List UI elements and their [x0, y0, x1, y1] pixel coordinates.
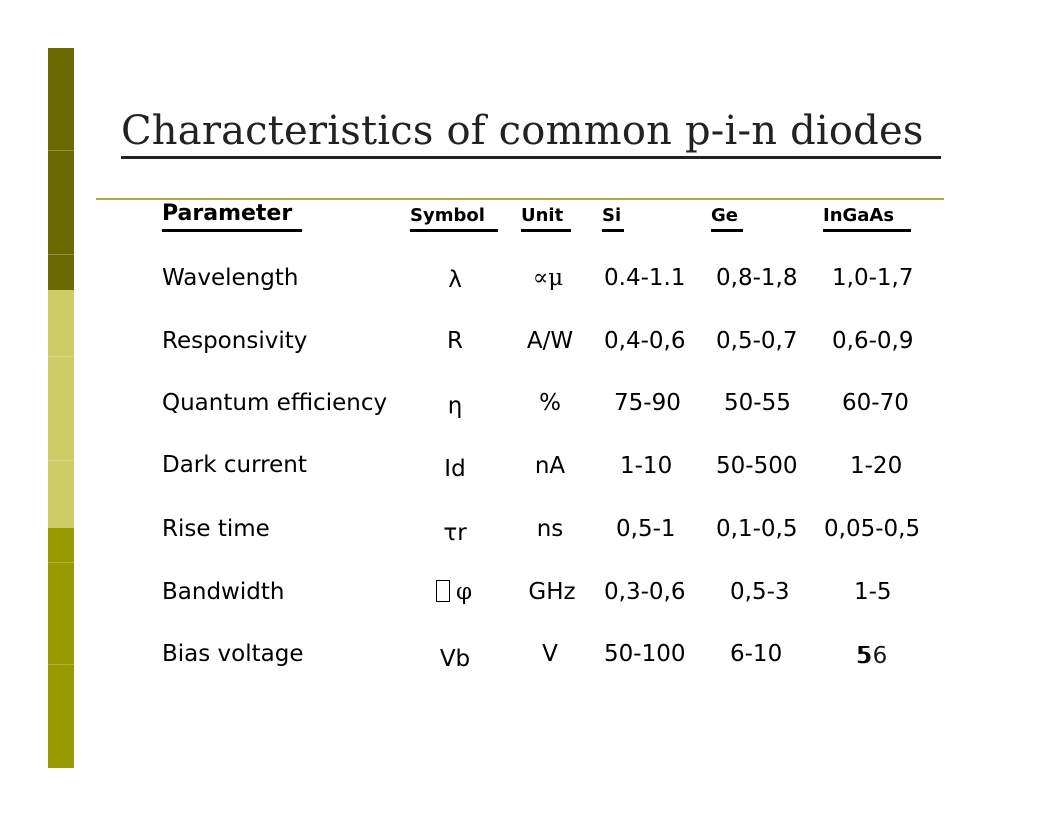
row-rise-time-parameter: Rise time — [162, 516, 270, 542]
header-symbol: Symbol — [410, 205, 485, 226]
row-wavelength-symbol: λ — [448, 267, 462, 293]
header-si-underline — [602, 229, 624, 232]
row-rise-time-ingaas: 0,05-0,5 — [824, 516, 921, 542]
row-quantum-efficiency-ge: 50-55 — [724, 390, 791, 416]
missing-glyph-icon — [436, 580, 450, 602]
row-dark-current-unit: nA — [534, 453, 566, 479]
header-parameter-underline — [162, 229, 302, 232]
row-responsivity-unit: A/W — [526, 328, 574, 354]
row-bias-voltage-parameter: Bias voltage — [162, 641, 304, 667]
bar-segment-olive — [48, 528, 74, 768]
row-dark-current-parameter: Dark current — [162, 452, 307, 478]
row-wavelength-parameter: Wavelength — [162, 265, 299, 291]
row-responsivity-symbol: R — [447, 328, 463, 354]
row-dark-current-ingaas: 1-20 — [850, 453, 903, 479]
header-parameter: Parameter — [162, 201, 293, 226]
row-bandwidth-unit: GHz — [528, 579, 576, 605]
row-wavelength-ingaas: 1,0-1,7 — [832, 265, 914, 291]
row-bandwidth-ingaas: 1-5 — [854, 579, 892, 605]
header-separator — [96, 198, 944, 200]
header-ingaas-underline — [823, 229, 911, 232]
row-rise-time-unit: ns — [536, 516, 564, 542]
header-si: Si — [602, 205, 622, 226]
row-rise-time-ge: 0,1-0,5 — [716, 516, 798, 542]
row-bandwidth-si: 0,3-0,6 — [604, 579, 686, 605]
row-wavelength-ge: 0,8-1,8 — [716, 265, 798, 291]
row-dark-current-symbol: Id — [444, 456, 466, 482]
row-quantum-efficiency-unit: % — [539, 390, 561, 416]
row-responsivity-parameter: Responsivity — [162, 328, 308, 354]
title-underline — [121, 156, 941, 159]
row-bias-voltage-unit: V — [542, 641, 558, 667]
header-unit-underline — [521, 229, 571, 232]
bar-divider — [48, 150, 74, 151]
row-wavelength-si: 0.4-1.1 — [604, 265, 686, 291]
row-bias-voltage-symbol: Vb — [439, 646, 471, 672]
page-number: 56 — [858, 643, 888, 669]
header-ge: Ge — [711, 205, 738, 226]
header-ingaas: InGaAs — [823, 205, 895, 226]
row-bandwidth-ge: 0,5-3 — [730, 579, 790, 605]
row-rise-time-si: 0,5-1 — [616, 516, 676, 542]
row-quantum-efficiency-parameter: Quantum efficiency — [162, 390, 388, 416]
row-responsivity-ge: 0,5-0,7 — [716, 328, 798, 354]
row-wavelength-unit: ∝μ — [532, 265, 564, 291]
row-quantum-efficiency-ingaas: 60-70 — [842, 390, 909, 416]
bar-divider — [48, 664, 74, 665]
row-quantum-efficiency-si: 75-90 — [614, 390, 681, 416]
row-bias-voltage-si: 50-100 — [604, 641, 686, 667]
row-dark-current-si: 1-10 — [620, 453, 673, 479]
row-responsivity-ingaas: 0,6-0,9 — [832, 328, 914, 354]
header-unit: Unit — [521, 205, 564, 226]
left-decorative-bar — [48, 48, 74, 768]
bar-divider — [48, 562, 74, 563]
row-bias-voltage-ingaas: 5 — [856, 643, 871, 669]
row-bias-voltage-ge: 6-10 — [730, 641, 783, 667]
slide-title: Characteristics of common p-i-n diodes — [121, 108, 924, 154]
row-responsivity-si: 0,4-0,6 — [604, 328, 686, 354]
bar-divider — [48, 254, 74, 255]
bar-divider — [48, 356, 74, 357]
row-quantum-efficiency-symbol: η — [447, 393, 463, 419]
row-bandwidth-parameter: Bandwidth — [162, 579, 285, 605]
header-symbol-underline — [410, 229, 498, 232]
row-dark-current-ge: 50-500 — [716, 453, 798, 479]
bar-segment-dark — [48, 48, 74, 290]
bar-divider — [48, 460, 74, 461]
bar-segment-light — [48, 290, 74, 528]
row-rise-time-symbol: τr — [443, 520, 467, 546]
header-ge-underline — [711, 229, 743, 232]
row-bandwidth-symbol: φ — [436, 578, 480, 606]
